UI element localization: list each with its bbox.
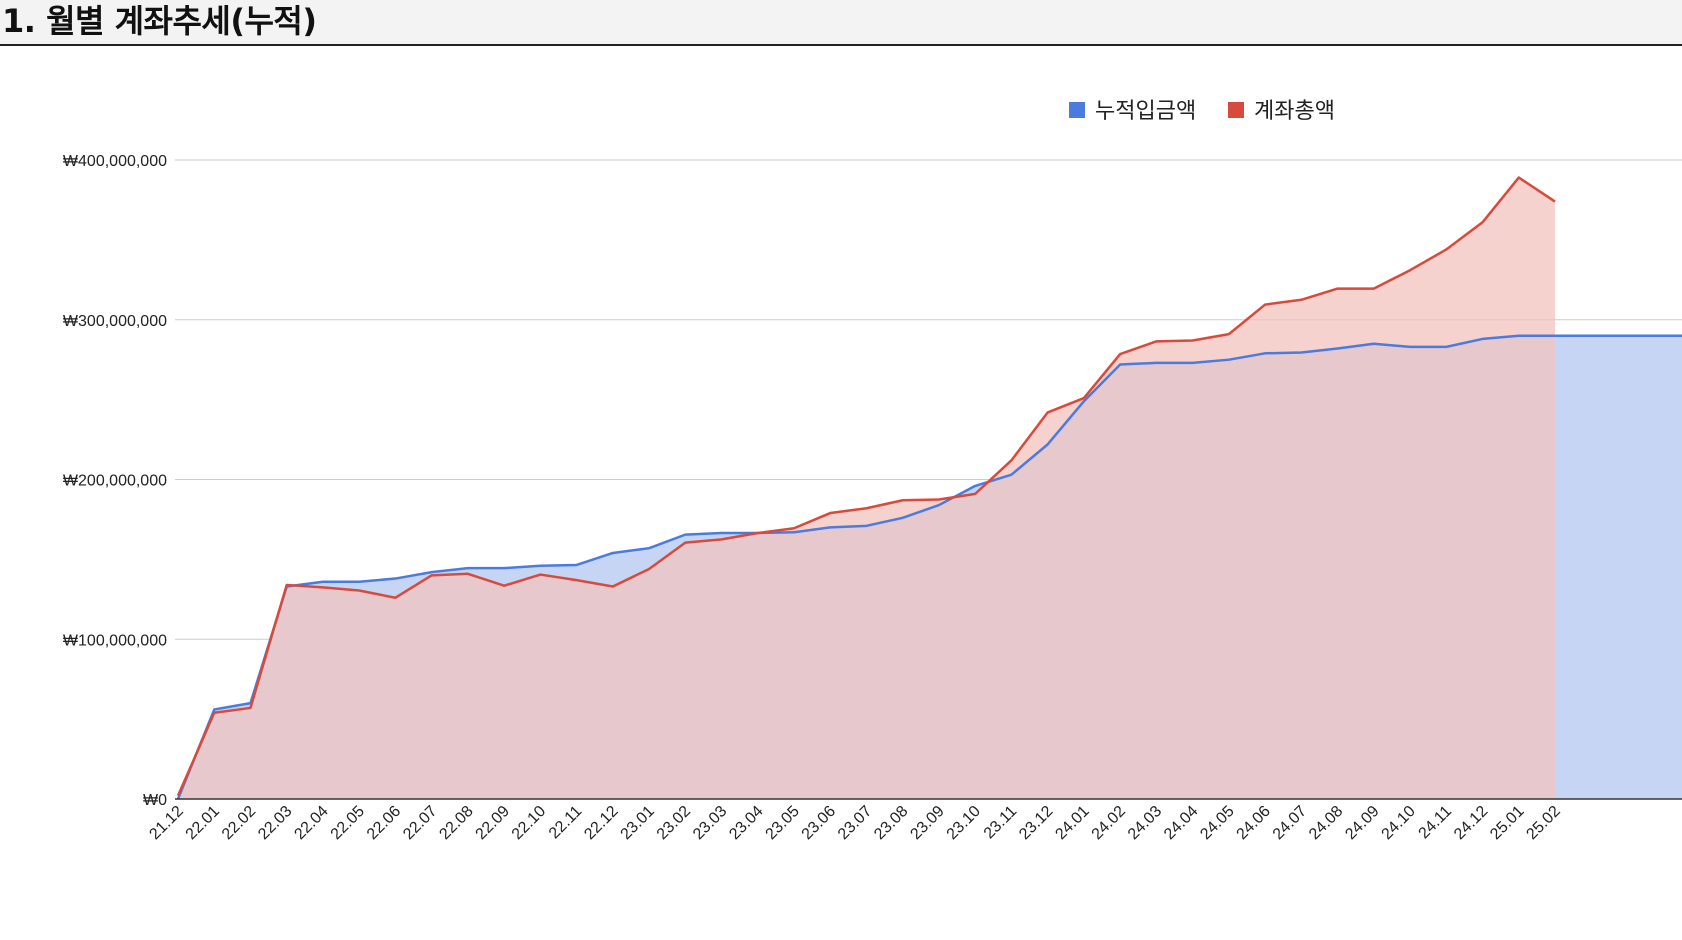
x-tick-label: 23.07 <box>835 803 875 843</box>
x-tick-label: 22.05 <box>328 803 368 843</box>
x-tick-label: 22.10 <box>509 803 549 843</box>
x-tick-label: 22.11 <box>546 803 586 843</box>
x-tick-label: 22.01 <box>183 803 223 843</box>
chart-y-tick-labels: ₩0 ₩100,000,000 ₩200,000,000 ₩300,000,000 ₩4… <box>63 153 167 809</box>
x-tick-label: 24.06 <box>1234 803 1274 843</box>
x-tick-label: 22.09 <box>473 803 513 843</box>
y-tick-label: ₩400,000,000 <box>63 153 167 170</box>
x-tick-label: 24.02 <box>1089 803 1129 843</box>
legend-label: 계좌총액 <box>1254 99 1335 124</box>
series-area-2 <box>178 177 1555 799</box>
x-tick-label: 24.01 <box>1052 803 1092 843</box>
x-tick-label: 22.06 <box>364 803 404 843</box>
x-tick-label: 22.03 <box>255 803 295 843</box>
x-tick-label: 23.02 <box>654 803 694 843</box>
y-tick-label: ₩0 <box>143 792 167 809</box>
x-tick-label: 22.12 <box>581 803 621 843</box>
x-tick-label: 23.10 <box>944 803 984 843</box>
x-tick-label: 23.08 <box>871 803 911 843</box>
x-tick-label: 25.01 <box>1487 803 1527 843</box>
page-title: 1. 월별 계좌추세(누적) <box>2 2 317 40</box>
x-tick-label: 23.11 <box>981 803 1021 843</box>
x-tick-label: 24.08 <box>1306 803 1346 843</box>
legend-swatch <box>1228 102 1244 118</box>
x-tick-label: 24.09 <box>1342 803 1382 843</box>
chart-legend: 누적입금액 계좌총액 <box>1069 99 1335 124</box>
x-tick-label: 24.05 <box>1197 803 1237 843</box>
x-tick-label: 24.03 <box>1125 803 1165 843</box>
x-tick-label: 24.11 <box>1416 803 1456 843</box>
x-tick-label: 24.07 <box>1270 803 1310 843</box>
legend-swatch <box>1069 102 1085 118</box>
x-tick-label: 23.01 <box>618 803 658 843</box>
x-tick-label: 23.06 <box>799 803 839 843</box>
legend-label: 누적입금액 <box>1095 99 1196 124</box>
x-tick-label: 23.12 <box>1016 803 1056 843</box>
x-tick-label: 24.04 <box>1161 803 1201 843</box>
y-tick-label: ₩200,000,000 <box>63 473 167 490</box>
section-header: 1. 월별 계좌추세(누적) <box>0 0 1682 46</box>
x-tick-label: 22.02 <box>219 803 259 843</box>
chart-x-tick-labels: 21.1222.0122.0222.0322.0422.0522.0622.07… <box>146 803 1563 843</box>
y-tick-label: ₩300,000,000 <box>63 313 167 330</box>
x-tick-label: 25.02 <box>1523 803 1563 843</box>
x-tick-label: 22.07 <box>400 803 440 843</box>
x-tick-label: 24.12 <box>1451 803 1491 843</box>
x-tick-label: 22.08 <box>436 803 476 843</box>
x-tick-label: 24.10 <box>1379 803 1419 843</box>
series-line-2 <box>176 176 1556 797</box>
chart-series-lines <box>176 176 1682 800</box>
chart-series-areas <box>178 177 1682 799</box>
x-tick-label: 23.03 <box>690 803 730 843</box>
x-tick-label: 23.04 <box>726 803 766 843</box>
x-tick-label: 22.04 <box>291 803 331 843</box>
y-tick-label: ₩100,000,000 <box>63 632 167 649</box>
series-line-1 <box>176 334 1682 800</box>
x-tick-label: 23.05 <box>763 803 803 843</box>
x-tick-label: 23.09 <box>907 803 947 843</box>
